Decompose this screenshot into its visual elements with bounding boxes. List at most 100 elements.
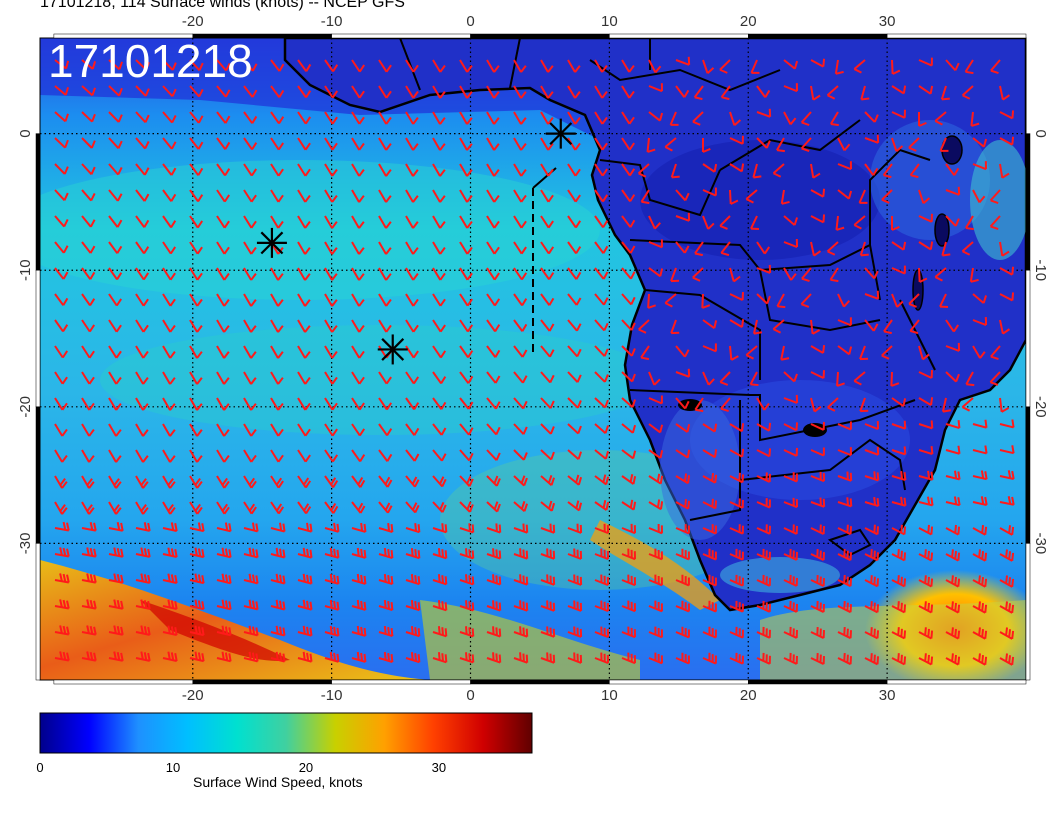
- wind-barb: [108, 267, 123, 281]
- wind-barb: [270, 449, 284, 463]
- wind-barb: [513, 600, 529, 612]
- wind-barb: [891, 397, 907, 407]
- wind-barb: [729, 524, 744, 535]
- wind-barb: [567, 626, 583, 638]
- wind-barb: [648, 371, 661, 386]
- wind-barb: [135, 267, 150, 281]
- wind-barb: [378, 599, 394, 612]
- right-axis-bar: [1025, 543, 1031, 681]
- wind-barb: [945, 470, 961, 481]
- wind-barb: [378, 137, 392, 151]
- wind-barb: [297, 501, 312, 515]
- wind-barb: [189, 59, 204, 72]
- wind-barb: [864, 627, 880, 640]
- wind-barb: [405, 189, 419, 203]
- wind-barb: [459, 423, 474, 436]
- wind-barb: [945, 575, 961, 588]
- wind-barb: [864, 575, 880, 588]
- wind-barb: [216, 397, 230, 411]
- wind-barb: [432, 163, 446, 177]
- wind-barb: [729, 600, 744, 613]
- wind-barb: [540, 652, 556, 664]
- wind-barb: [432, 423, 447, 436]
- wind-barb: [135, 625, 151, 636]
- left-lat-tick-label: -30: [17, 533, 34, 555]
- wind-barb: [108, 651, 124, 662]
- wind-barb: [459, 371, 474, 384]
- wind-barb: [486, 137, 500, 151]
- wind-barb: [941, 397, 951, 413]
- wind-barb: [459, 523, 475, 534]
- wind-barb: [378, 85, 392, 99]
- wind-barb: [243, 599, 259, 611]
- right-axis-bar: [1025, 269, 1031, 408]
- wind-barb: [108, 293, 123, 307]
- wind-barb: [135, 137, 150, 150]
- wind-barb: [324, 501, 339, 514]
- wind-barb: [459, 397, 474, 410]
- wind-barb: [459, 501, 474, 513]
- wind-barb: [513, 626, 529, 638]
- wind-barb: [243, 475, 257, 489]
- wind-barb: [540, 267, 555, 280]
- wind-barb: [81, 111, 96, 123]
- wind-barb: [945, 601, 961, 614]
- wind-barb: [405, 137, 419, 151]
- wind-barb: [297, 423, 311, 437]
- wind-barb: [999, 419, 1015, 429]
- wind-barb: [918, 189, 931, 205]
- wind-barb: [351, 189, 365, 203]
- wind-barb: [486, 293, 501, 307]
- wind-barb: [486, 475, 501, 487]
- wind-barb: [270, 345, 284, 359]
- wind-barb: [108, 573, 124, 584]
- wind-barb: [162, 137, 177, 150]
- wind-barb: [513, 523, 529, 534]
- wind-barb: [972, 189, 986, 204]
- wind-barb: [675, 397, 690, 410]
- left-axis-bar: [35, 406, 41, 544]
- wind-barb: [999, 627, 1015, 640]
- wind-barb: [594, 371, 609, 383]
- wind-barb: [459, 59, 473, 73]
- storm-marker: [377, 334, 408, 365]
- wind-barb: [54, 59, 70, 70]
- wind-barb: [648, 267, 664, 278]
- wind-barb: [648, 626, 663, 639]
- bottom-axis-bar: [331, 679, 471, 685]
- wind-barb: [945, 186, 961, 196]
- wind-barb: [270, 111, 285, 125]
- wind-barb: [918, 397, 934, 407]
- wind-barb: [189, 241, 203, 255]
- wind-barb: [189, 267, 203, 281]
- wind-barb: [378, 397, 393, 411]
- wind-barb: [648, 548, 663, 561]
- wind-barb: [405, 163, 419, 177]
- wind-barb: [351, 651, 367, 663]
- wind-barb: [324, 423, 338, 437]
- wind-barb: [567, 449, 582, 460]
- wind-barb: [108, 319, 122, 333]
- wind-barb: [540, 500, 556, 512]
- wind-barb: [189, 163, 204, 176]
- wind-barb: [999, 266, 1015, 276]
- wind-barb: [216, 573, 232, 585]
- wind-barb: [891, 446, 907, 456]
- wind-barb: [918, 549, 934, 562]
- wind-barb: [162, 85, 177, 97]
- wind-barb: [864, 496, 880, 508]
- wind-barb: [486, 449, 501, 461]
- wind-barb: [513, 423, 528, 435]
- wind-barb: [432, 397, 447, 410]
- wind-barb: [810, 471, 826, 483]
- wind-barb: [621, 574, 636, 587]
- wind-barb: [780, 345, 790, 361]
- wind-barb: [81, 423, 95, 437]
- wind-barb: [810, 574, 826, 587]
- wind-barb: [567, 163, 581, 177]
- wind-barb: [54, 521, 70, 532]
- wind-barb: [270, 599, 286, 611]
- wind-barb: [567, 319, 582, 332]
- wind-barb: [749, 371, 759, 387]
- wind-barb: [405, 652, 421, 664]
